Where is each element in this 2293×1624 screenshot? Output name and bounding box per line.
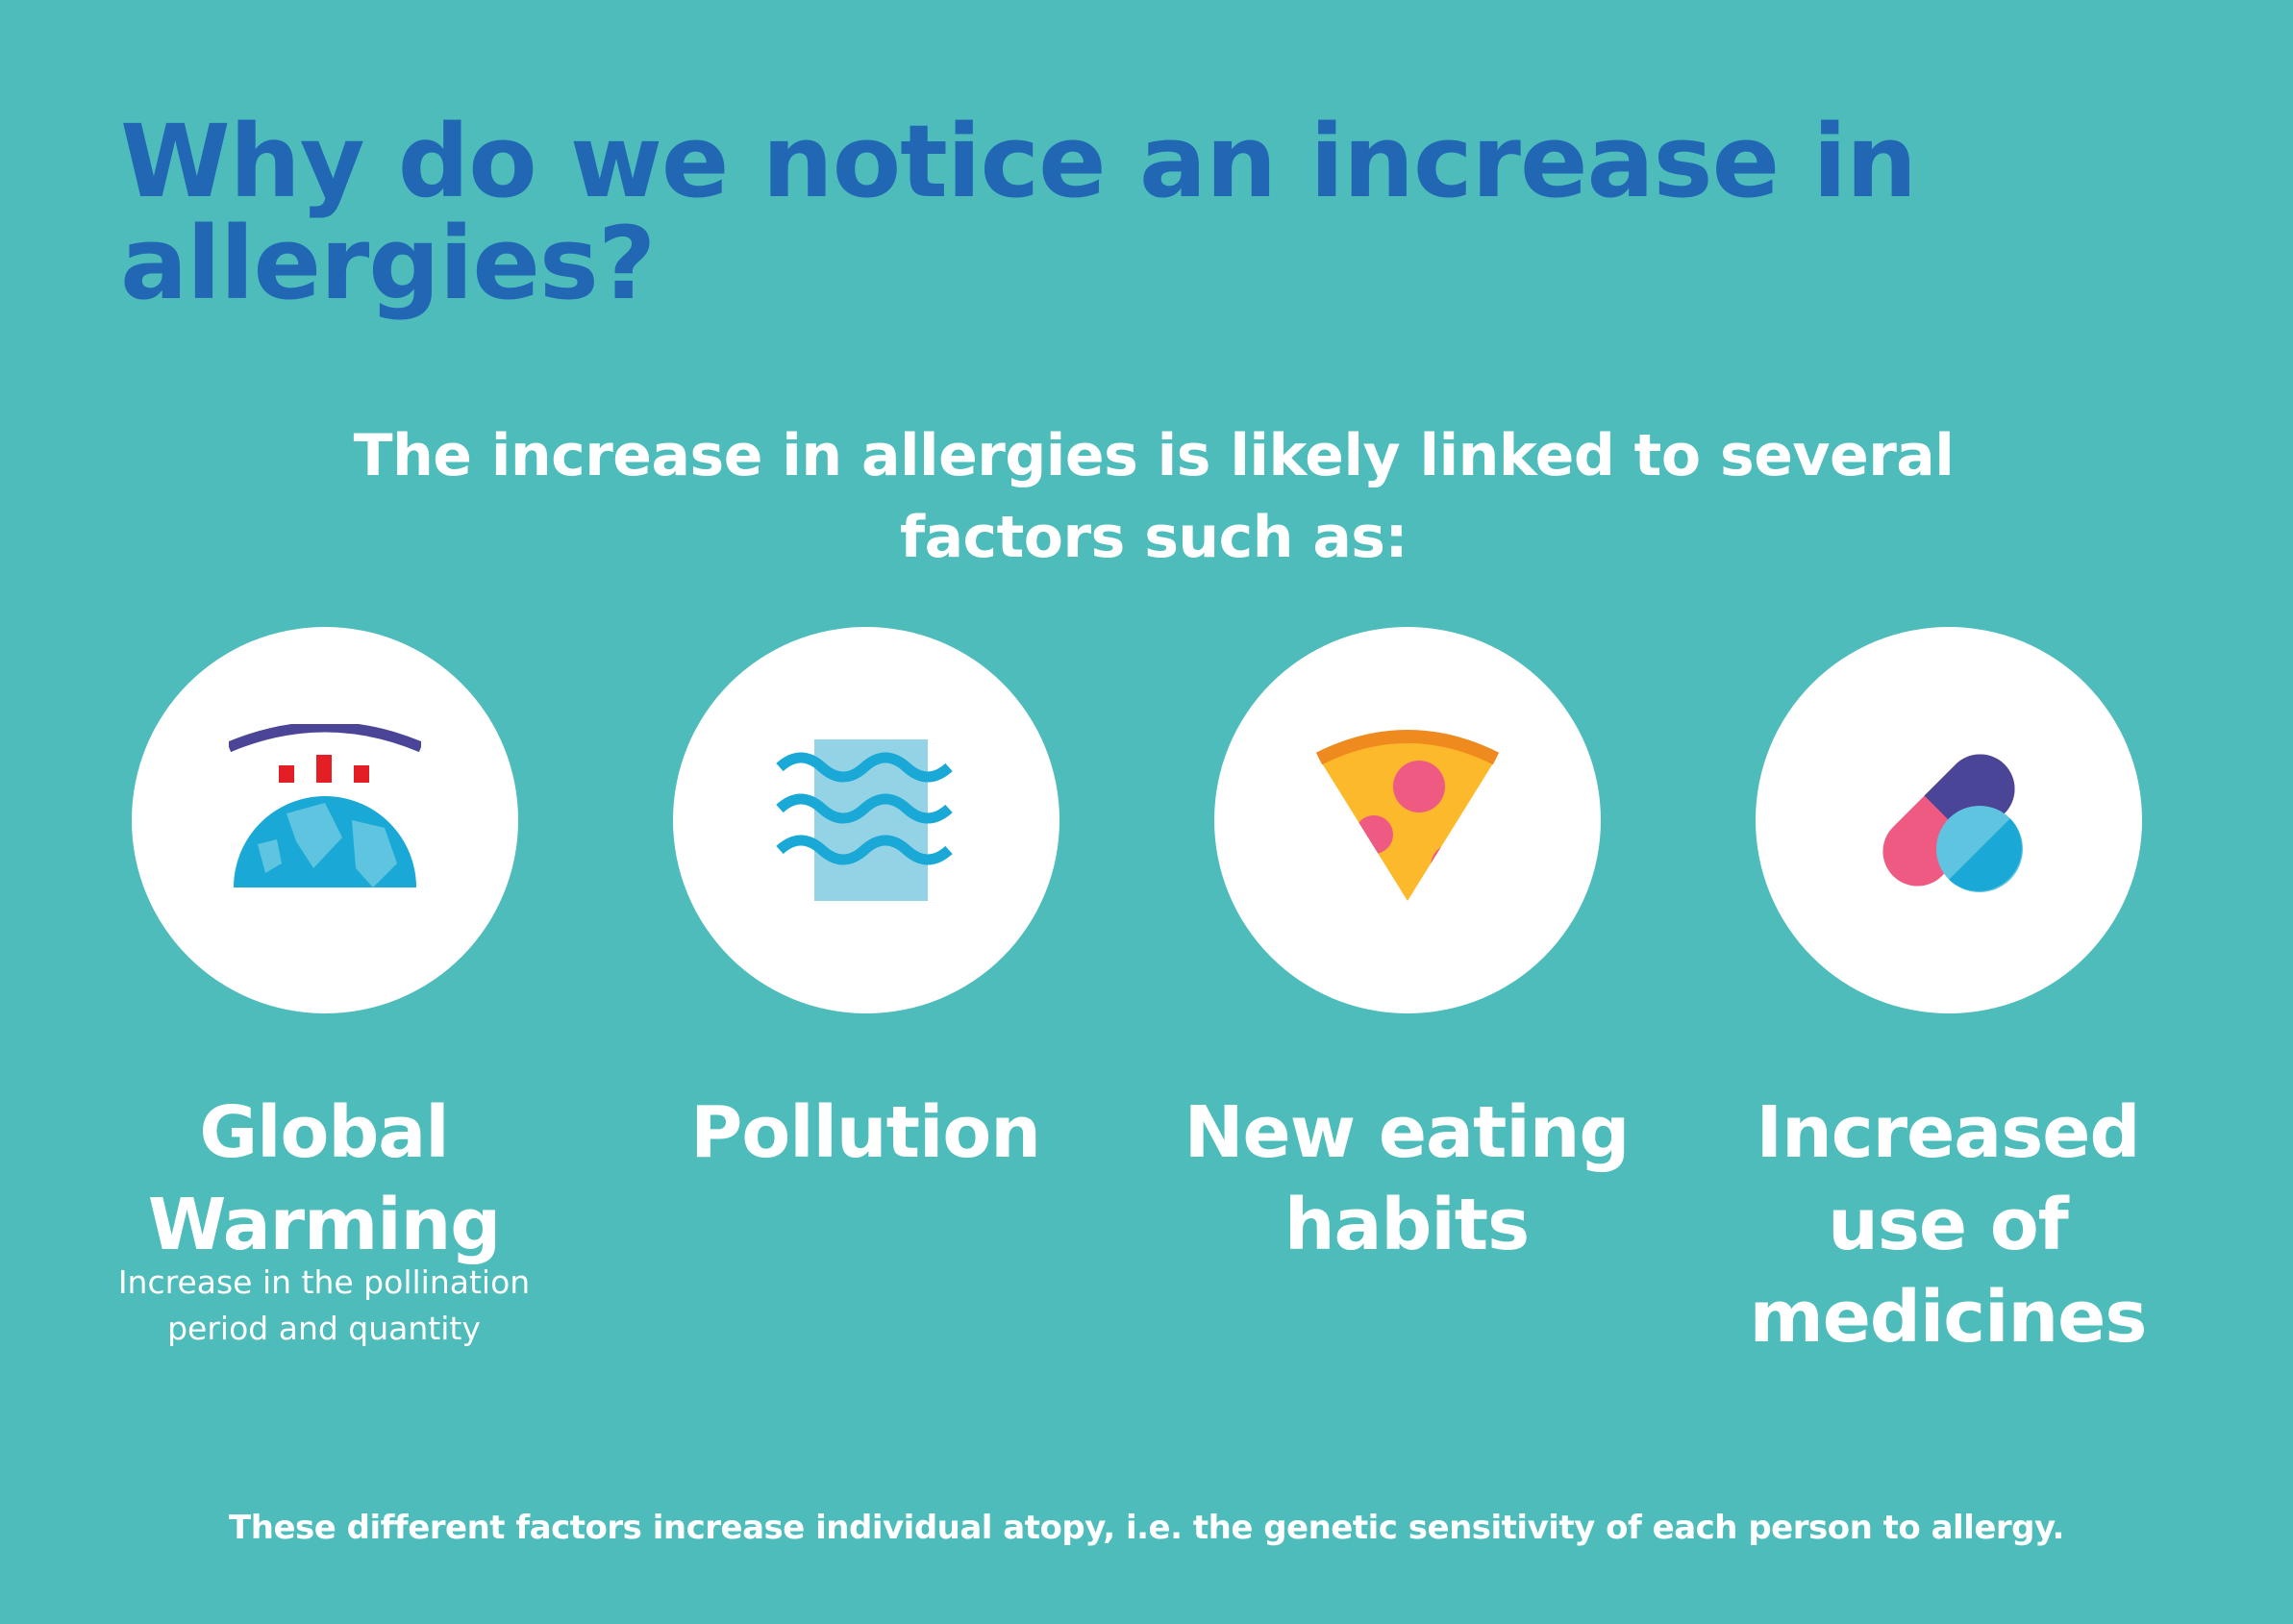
factor-circle <box>1756 627 2142 1013</box>
factor-circle <box>132 627 518 1013</box>
globe-warming-icon <box>229 724 421 887</box>
factor-label: Pollution <box>690 1091 1041 1174</box>
pizza-slice-icon <box>1315 730 1500 901</box>
factor-circle <box>673 627 1059 1013</box>
factor-label: Global Warming <box>147 1091 502 1266</box>
footer-note: These different factors increase individ… <box>229 1509 2064 1547</box>
factor-label: Increased use of medicines <box>1749 1091 2148 1359</box>
factor-description: Increase in the pollination period and q… <box>117 1263 531 1347</box>
page-title: Why do we notice an increase in allergie… <box>120 103 1917 322</box>
pills-icon <box>1882 754 2023 892</box>
factor-label: New eating habits <box>1184 1091 1631 1266</box>
factor-circle <box>1214 627 1601 1013</box>
subtitle: The increase in allergies is likely link… <box>353 422 1955 571</box>
pollution-waves-icon <box>776 739 953 901</box>
